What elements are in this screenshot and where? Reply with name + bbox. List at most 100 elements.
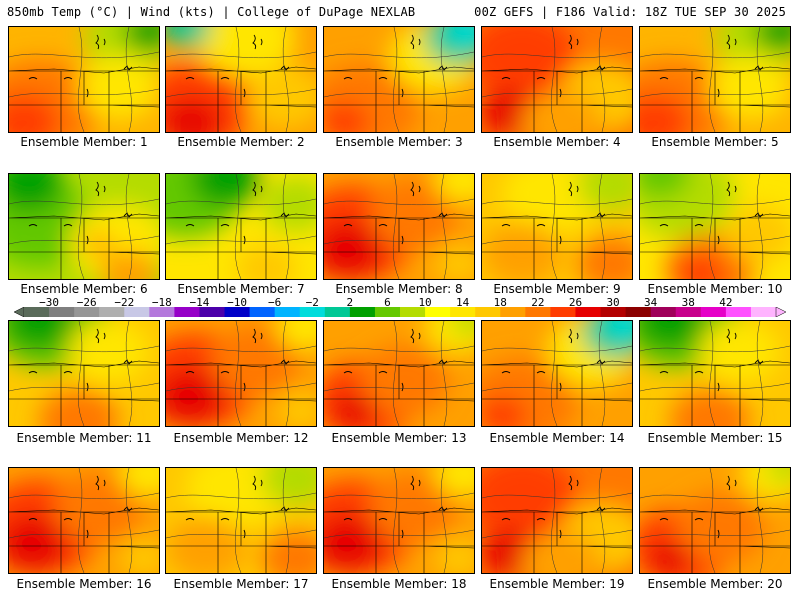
ensemble-map-panel [8,467,160,574]
temperature-shade [261,530,316,573]
lake-outlines [501,34,606,98]
lake-outlines [659,181,764,245]
ensemble-map-panel [165,320,317,427]
colorbar-segment [500,307,526,317]
state-borders [9,66,159,132]
temperature-shade [54,472,144,544]
ensemble-member-label: Ensemble Member: 16 [16,577,152,591]
ensemble-map-panel [481,173,633,280]
ensemble-map-panel [165,26,317,133]
colorbar-tick-label: 26 [568,296,583,309]
lake-outlines [659,34,764,98]
height-contours [166,27,316,132]
ensemble-member-label: Ensemble Member: 6 [20,282,148,296]
ensemble-member-label: Ensemble Member: 2 [177,135,305,149]
state-borders [324,360,474,426]
ensemble-member-label: Ensemble Member: 14 [489,431,625,445]
ensemble-map-panel [8,320,160,427]
temperature-shade [369,472,459,544]
temperature-shade [99,250,159,279]
height-contours [166,321,316,426]
temperature-field-map [482,468,632,573]
colorbar-segment [725,307,752,317]
temperature-shade [640,321,705,349]
state-borders [166,360,316,426]
state-borders [9,213,159,279]
temperature-shade [9,174,64,212]
temperature-shade [191,174,261,207]
colorbar-segment [124,307,150,317]
lake-outlines [185,328,290,392]
ensemble-map-panel [639,26,791,133]
ensemble-member-label: Ensemble Member: 9 [493,282,621,296]
temperature-field-map [9,321,159,426]
colorbar-segment [625,307,652,317]
temperature-field-map [166,321,316,426]
state-borders [482,66,632,132]
temperature-shade [166,98,221,132]
ensemble-map-panel [323,173,475,280]
colorbar-segment [274,307,301,317]
temperature-shade [119,468,159,497]
state-borders [324,66,474,132]
temperature-field-map [324,27,474,132]
temperature-shade [332,393,376,426]
temperature-shade [79,55,159,119]
ensemble-map-panel [8,173,160,280]
state-borders [166,213,316,279]
ensemble-member-label: Ensemble Member: 3 [335,135,463,149]
colorbar-tick-label: 14 [456,296,470,309]
colorbar-segment [425,307,451,317]
temperature-shade [369,178,459,250]
lake-outlines [28,475,133,539]
height-contours [640,321,790,426]
ensemble-member-label: Ensemble Member: 7 [177,282,305,296]
ensemble-map-panel [639,173,791,280]
colorbar-tick-label: 6 [384,296,391,309]
temperature-shade [755,27,790,52]
temperature-shade [261,468,316,506]
ensemble-map-panel [481,467,633,574]
temperature-field-map [640,321,790,426]
height-contours [166,174,316,279]
state-borders [9,360,159,426]
colorbar-tick-label: −18 [151,296,172,309]
temperature-shade [9,515,69,571]
height-contours [482,321,632,426]
ensemble-map-panel [165,173,317,280]
temperature-field-map [166,468,316,573]
ensemble-map-panel [481,26,633,133]
ensemble-member-label: Ensemble Member: 12 [173,431,309,445]
state-borders [324,507,474,573]
ensemble-member-label: Ensemble Member: 15 [647,431,783,445]
colorbar-min-arrow [14,307,25,317]
temperature-shade [276,321,316,350]
colorbar-segment [299,307,326,317]
temperature-shade [577,174,632,212]
temperature-shade [648,540,692,573]
temperature-shade [577,236,632,279]
colorbar-segment [24,307,50,317]
temperature-shade [324,221,384,277]
colorbar-tick-label: 18 [493,296,507,309]
height-contours [166,468,316,573]
colorbar-segment [700,307,727,317]
temperature-field-map [166,174,316,279]
colorbar-segment [149,307,175,317]
lake-outlines [343,328,448,392]
colorbar-tick-label: 38 [681,296,695,309]
height-contours [9,174,159,279]
colorbar-tick-label: −26 [76,296,97,309]
temperature-shade [640,174,690,198]
temperature-shade [605,321,632,339]
lake-outlines [343,475,448,539]
temperature-shade [89,236,109,252]
colorbar-tick-label: −14 [189,296,210,309]
colorbar-tick-label: 10 [418,296,432,309]
colorbar-segment [575,307,602,317]
colorbar-tick-label: −30 [39,296,59,309]
ensemble-member-label: Ensemble Member: 18 [331,577,467,591]
height-contours [9,27,159,132]
lake-outlines [28,328,133,392]
ensemble-map-panel [639,320,791,427]
